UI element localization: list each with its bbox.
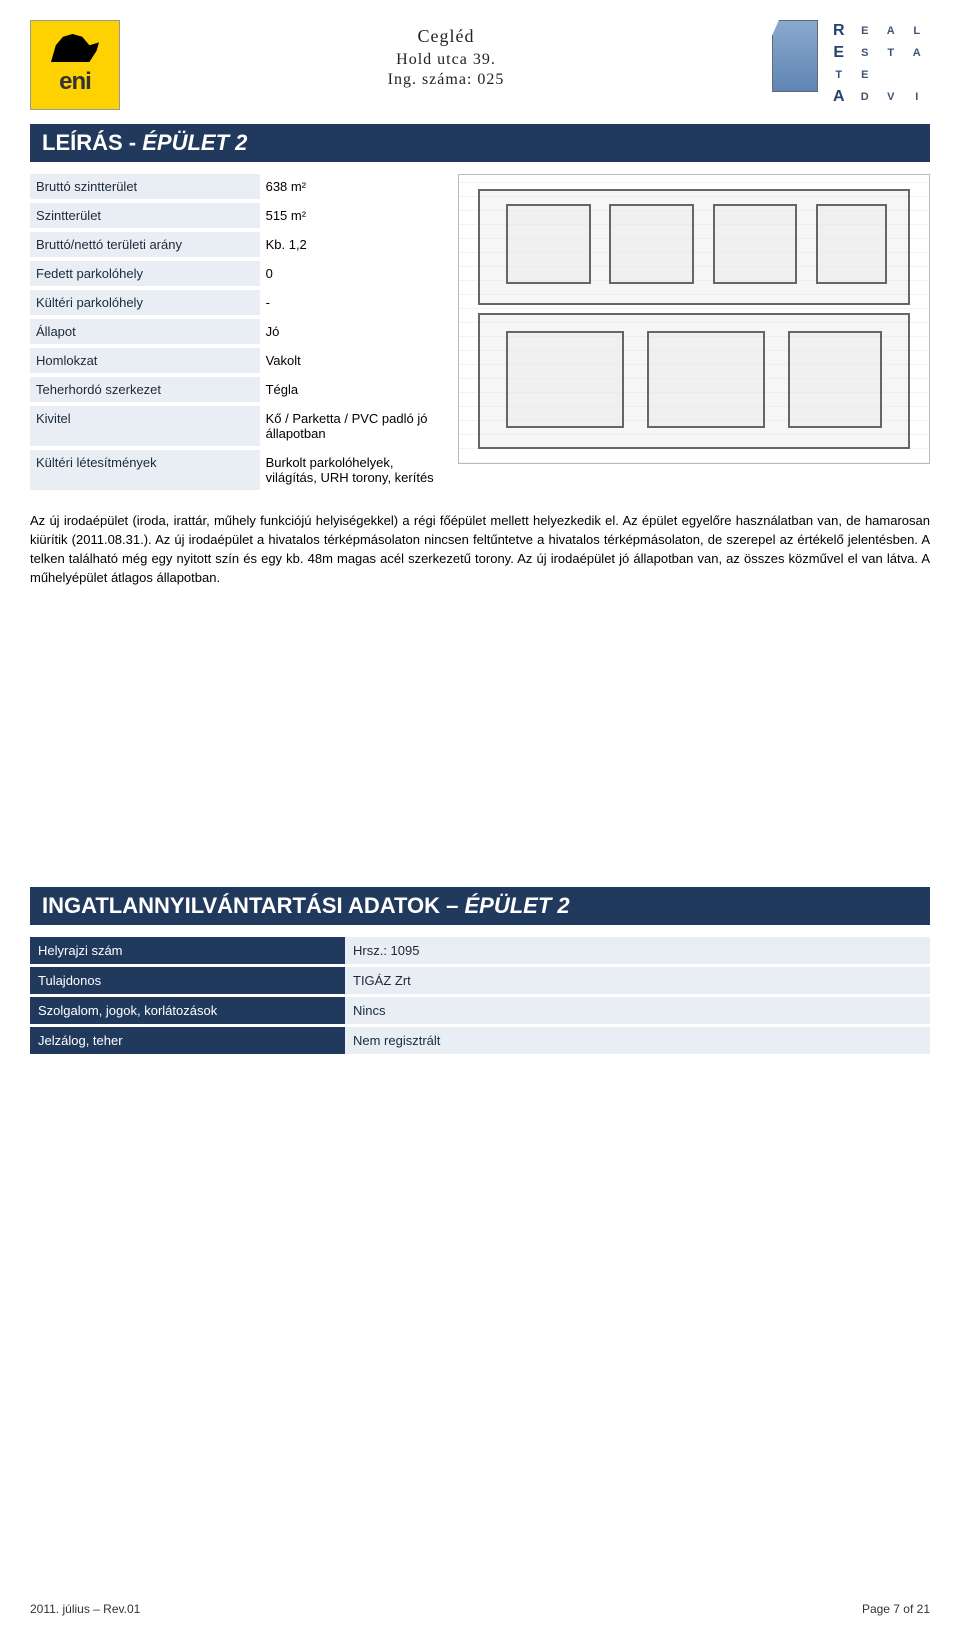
table-row: Fedett parkolóhely0 xyxy=(30,259,440,288)
reag-letter: E xyxy=(826,42,852,64)
header-regno: Ing. száma: 025 xyxy=(388,71,505,89)
table-row: Bruttó szintterület638 m² xyxy=(30,174,440,201)
table-row: Szintterület515 m² xyxy=(30,201,440,230)
table-row: TulajdonosTIGÁZ Zrt xyxy=(30,966,930,996)
spec-label: Állapot xyxy=(30,317,260,346)
footer-page: Page 7 of 21 xyxy=(862,1602,930,1616)
spec-label: Kültéri létesítmények xyxy=(30,448,260,492)
reag-text-grid: R E A L E S T A T E A D V I xyxy=(826,20,930,108)
table-row: Teherhordó szerkezetTégla xyxy=(30,375,440,404)
registry-value: Nincs xyxy=(345,996,930,1026)
table-row: Bruttó/nettó területi arányKb. 1,2 xyxy=(30,230,440,259)
spec-label: Homlokzat xyxy=(30,346,260,375)
reag-tower-icon xyxy=(772,20,818,92)
spec-value: Burkolt parkolóhelyek, világítás, URH to… xyxy=(260,448,440,492)
reag-letter: V xyxy=(878,86,904,108)
eni-logo: eni xyxy=(30,20,120,110)
spec-label: Teherhordó szerkezet xyxy=(30,375,260,404)
section2-ital: ÉPÜLET 2 xyxy=(464,893,569,918)
footer-date: 2011. július – Rev.01 xyxy=(30,1602,140,1616)
reag-letter: L xyxy=(904,20,930,42)
registry-label: Tulajdonos xyxy=(30,966,345,996)
reag-letter: R xyxy=(826,20,852,42)
table-row: Szolgalom, jogok, korlátozásokNincs xyxy=(30,996,930,1026)
table-row: Helyrajzi számHrsz.: 1095 xyxy=(30,937,930,966)
eni-dog-icon xyxy=(51,34,99,62)
table-row: ÁllapotJó xyxy=(30,317,440,346)
reag-letter: T xyxy=(826,64,852,86)
spec-value: 515 m² xyxy=(260,201,440,230)
reag-logo: R E A L E S T A T E A D V I xyxy=(772,20,930,108)
spec-value: 638 m² xyxy=(260,174,440,201)
section2-plain: INGATLANNYILVÁNTARTÁSI ADATOK – xyxy=(42,893,464,918)
reag-letter: E xyxy=(852,20,878,42)
table-row: KivitelKő / Parketta / PVC padló jó álla… xyxy=(30,404,440,448)
spec-value: Jó xyxy=(260,317,440,346)
spec-value: Vakolt xyxy=(260,346,440,375)
floorplan-image xyxy=(458,174,930,464)
table-row: Jelzálog, teherNem regisztrált xyxy=(30,1026,930,1056)
registry-table: Helyrajzi számHrsz.: 1095 TulajdonosTIGÁ… xyxy=(30,937,930,1057)
reag-letter: A xyxy=(826,86,852,108)
page-header: eni Cegléd Hold utca 39. Ing. száma: 025… xyxy=(30,20,930,110)
spacer xyxy=(30,627,930,887)
reag-letter: E xyxy=(852,64,878,86)
spec-label: Bruttó/nettó területi arány xyxy=(30,230,260,259)
table-row: Kültéri létesítményekBurkolt parkolóhely… xyxy=(30,448,440,492)
table-row: Kültéri parkolóhely- xyxy=(30,288,440,317)
spec-and-plan-row: Bruttó szintterület638 m² Szintterület51… xyxy=(30,174,930,494)
page-footer: 2011. július – Rev.01 Page 7 of 21 xyxy=(30,1602,930,1616)
reag-letter: T xyxy=(878,42,904,64)
spec-label: Kültéri parkolóhely xyxy=(30,288,260,317)
section1-plain: LEÍRÁS - xyxy=(42,130,142,155)
spec-table: Bruttó szintterület638 m² Szintterület51… xyxy=(30,174,440,494)
section-title-registry: INGATLANNYILVÁNTARTÁSI ADATOK – ÉPÜLET 2 xyxy=(30,887,930,925)
header-title-block: Cegléd Hold utca 39. Ing. száma: 025 xyxy=(388,26,505,89)
section1-ital: ÉPÜLET 2 xyxy=(142,130,247,155)
spec-value: - xyxy=(260,288,440,317)
header-city: Cegléd xyxy=(388,26,505,47)
spec-label: Kivitel xyxy=(30,404,260,448)
spec-value: Kb. 1,2 xyxy=(260,230,440,259)
reag-letter: A xyxy=(904,42,930,64)
spec-label: Bruttó szintterület xyxy=(30,174,260,201)
registry-label: Helyrajzi szám xyxy=(30,937,345,966)
building-description: Az új irodaépület (iroda, irattár, műhel… xyxy=(30,512,930,587)
spec-label: Szintterület xyxy=(30,201,260,230)
section-title-description: LEÍRÁS - ÉPÜLET 2 xyxy=(30,124,930,162)
floorplan-wrapper xyxy=(458,174,930,494)
reag-letter: S xyxy=(852,42,878,64)
reag-letter: I xyxy=(904,86,930,108)
spec-value: Tégla xyxy=(260,375,440,404)
header-address: Hold utca 39. xyxy=(388,51,505,69)
eni-logo-text: eni xyxy=(59,68,91,96)
table-row: HomlokzatVakolt xyxy=(30,346,440,375)
registry-label: Jelzálog, teher xyxy=(30,1026,345,1056)
spec-label: Fedett parkolóhely xyxy=(30,259,260,288)
spec-value: Kő / Parketta / PVC padló jó állapotban xyxy=(260,404,440,448)
registry-label: Szolgalom, jogok, korlátozások xyxy=(30,996,345,1026)
registry-value: TIGÁZ Zrt xyxy=(345,966,930,996)
reag-letter: D xyxy=(852,86,878,108)
spec-table-wrapper: Bruttó szintterület638 m² Szintterület51… xyxy=(30,174,440,494)
registry-value: Hrsz.: 1095 xyxy=(345,937,930,966)
spec-value: 0 xyxy=(260,259,440,288)
registry-value: Nem regisztrált xyxy=(345,1026,930,1056)
reag-letter: A xyxy=(878,20,904,42)
